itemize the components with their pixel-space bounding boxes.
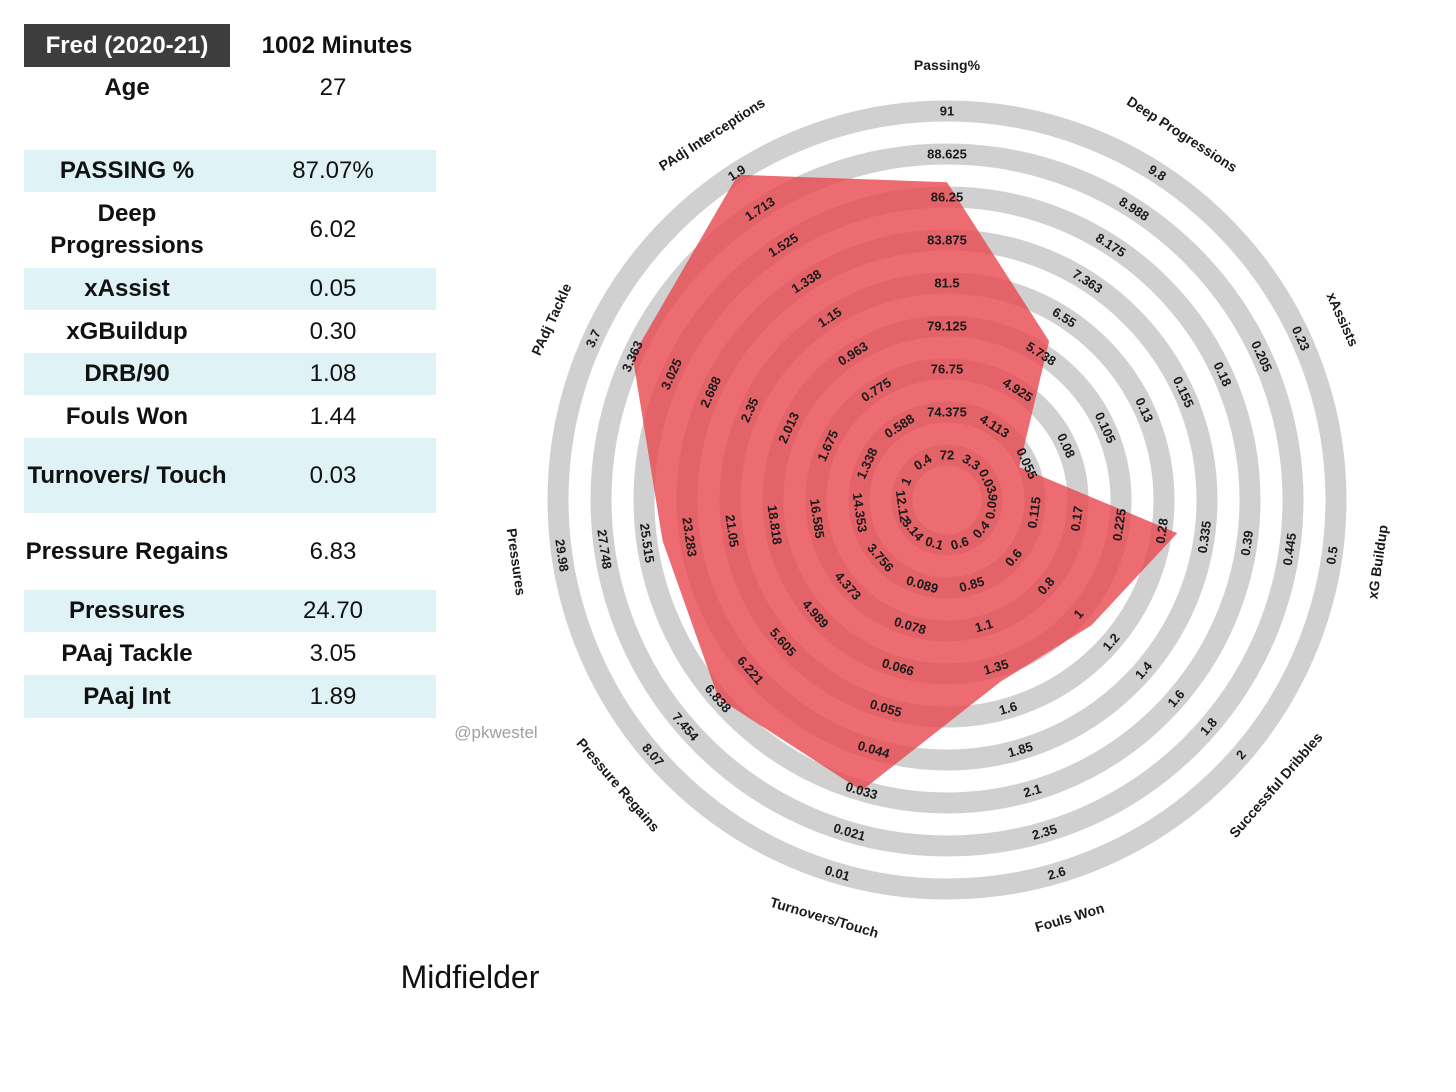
stat-value: 6.83 [309, 537, 357, 565]
stat-value: 0.03 [309, 461, 357, 489]
tick-label: 0.1 [924, 533, 946, 552]
stat-label: xGBuildup [66, 317, 188, 345]
stat-value: 1.08 [309, 360, 357, 387]
tick-label: 79.125 [927, 319, 967, 334]
stats-table: PASSING % 87.07% Deep Progressions 6.02 … [24, 150, 436, 718]
tick-label: 74.375 [927, 405, 967, 420]
tick-label: 0.5 [1323, 545, 1340, 565]
axis-label: PAdj Tackle [528, 281, 575, 358]
tick-label: 18.818 [765, 504, 786, 545]
tick-label: 0.01 [823, 862, 852, 884]
tick-label: 16.585 [807, 498, 828, 539]
axis-label: Fouls Won [1033, 900, 1106, 935]
tick-label: 0.115 [1024, 496, 1043, 530]
tick-label: 2.1 [1022, 781, 1044, 800]
radar-ring-9 [547, 100, 1347, 900]
stat-label: DRB/90 [84, 360, 170, 387]
tick-label: 12.12 [893, 489, 912, 523]
stat-row-pressure-regains: Pressure Regains 6.83 [24, 513, 436, 590]
stat-label: Pressure Regains [25, 537, 229, 565]
stat-row-fouls-won: Fouls Won 1.44 [24, 395, 436, 438]
stat-label: Deep Progressions [50, 200, 204, 259]
tick-label: 2.6 [1046, 863, 1068, 882]
stat-value: 87.07% [292, 157, 374, 184]
tick-label: 72 [940, 448, 954, 463]
tick-label: 1.35 [982, 656, 1011, 678]
stat-row-pressures: Pressures 24.70 [24, 590, 436, 632]
stat-label: PASSING % [59, 157, 195, 184]
stat-row-xgbuildup: xGBuildup 0.30 [24, 310, 436, 353]
tick-label: 86.25 [931, 190, 964, 205]
tick-label: 1.85 [1006, 739, 1035, 761]
tick-label: 0.85 [958, 574, 987, 596]
position-caption: Midfielder [400, 958, 540, 995]
stat-value: 6.02 [309, 216, 357, 243]
tick-label: 83.875 [927, 233, 967, 248]
stat-row-turnovers: Turnovers/ Touch 0.03 [24, 438, 436, 513]
radar-ring-8 [590, 143, 1304, 857]
tick-label: 29.98 [552, 538, 571, 572]
stat-row-tackle: PAaj Tackle 3.05 [24, 632, 436, 675]
tick-label: 88.625 [927, 147, 967, 162]
axis-label: Pressures [504, 527, 530, 597]
tick-label: 0.06 [982, 493, 1000, 520]
stat-row-drb: DRB/90 1.08 [24, 353, 436, 395]
minutes-played: 1002 Minutes [261, 31, 413, 59]
axis-label: xG Buildup [1364, 524, 1390, 600]
axis-label: Passing% [914, 57, 981, 73]
tick-label: 3.7 [583, 327, 604, 350]
tick-label: 0.335 [1195, 520, 1214, 554]
stat-row-xassist: xAssist 0.05 [24, 268, 436, 310]
stat-row-passing: PASSING % 87.07% [24, 150, 436, 192]
tick-label: 76.75 [931, 362, 964, 377]
tick-label: 0.445 [1280, 532, 1299, 566]
stat-row-interceptions: PAaj Int 1.89 [24, 675, 436, 718]
player-header: Fred (2020-21) 1002 Minutes [24, 24, 444, 68]
stat-label: PAaj Int [83, 682, 171, 710]
tick-label: 0.28 [1153, 517, 1171, 544]
age-value: 27 [319, 74, 347, 101]
axis-label: Turnovers/Touch [768, 894, 880, 941]
stat-label: Pressures [68, 597, 186, 624]
radar-chart: 72 74.375 76.75 79.125 81.5 83.875 86.25 88.625… [454, 57, 1391, 941]
stat-value: 3.05 [309, 639, 357, 667]
tick-label: 91 [940, 104, 954, 119]
stat-label: Turnovers/ Touch [27, 461, 227, 489]
stat-value: 0.30 [309, 317, 357, 345]
stat-label: PAaj Tackle [61, 639, 193, 667]
radar-polygon-layer [632, 174, 1178, 791]
axis-label: xAssists [1323, 290, 1362, 349]
tick-label: 1.6 [997, 698, 1019, 717]
stat-value: 1.44 [309, 402, 357, 430]
watermark-text: @pkwestel [454, 723, 537, 742]
tick-label: 1.1 [973, 616, 995, 635]
stat-value: 24.70 [302, 597, 364, 624]
age-label: Age [104, 74, 150, 101]
player-profile-polygon [632, 174, 1178, 791]
tick-label: 0.17 [1067, 505, 1085, 532]
stat-label: Fouls Won [65, 402, 189, 430]
stat-value: 0.05 [309, 275, 357, 302]
stat-row-deep-progressions: Deep Progressions 6.02 [24, 192, 436, 268]
tick-label: 2.35 [1030, 821, 1059, 843]
tick-label: 0.225 [1109, 508, 1128, 542]
age-row: Age 27 [24, 68, 436, 108]
tick-label: 23.283 [679, 516, 700, 557]
stat-value: 1.89 [309, 682, 357, 710]
player-name-badge: Fred (2020-21) [24, 24, 230, 67]
tick-label: 25.515 [637, 522, 658, 563]
stat-label: xAssist [84, 275, 170, 302]
tick-label: 81.5 [934, 276, 959, 291]
tick-label: 21.05 [722, 514, 741, 548]
tick-label: 14.353 [850, 492, 871, 533]
tick-label: 27.748 [594, 528, 615, 569]
tick-label: 0.6 [949, 533, 971, 552]
tick-label: 0.39 [1238, 530, 1256, 557]
